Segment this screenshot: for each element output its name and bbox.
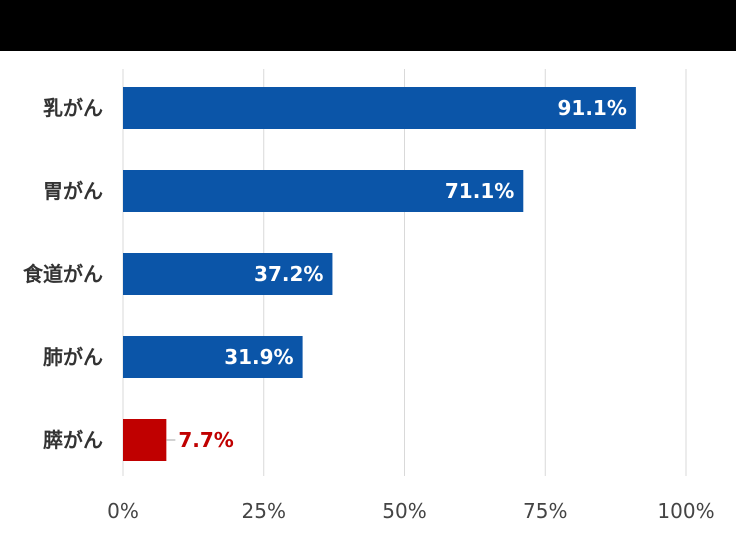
data-label-5: 7.7%	[178, 428, 233, 452]
data-label-4: 31.9%	[224, 345, 293, 369]
category-label-2: 胃がん	[43, 179, 103, 203]
category-label-3: 食道がん	[23, 262, 103, 286]
bar-5	[123, 419, 167, 461]
gridlines	[122, 69, 687, 476]
x-tick-label-100: 100%	[657, 499, 714, 523]
data-label-3: 37.2%	[254, 262, 323, 286]
data-labels: 91.1% 71.1% 37.2% 31.9% 7.7%	[166, 96, 627, 452]
x-tick-label-75: 75%	[523, 499, 567, 523]
bar-2	[123, 170, 524, 212]
chart-panel: 乳がん胃がん食道がん肺がん膵がん 0% 25% 50% 75% 100% 91.1% 71…	[0, 51, 736, 533]
x-tick-label-0: 0%	[107, 499, 139, 523]
category-label-4: 肺がん	[43, 345, 103, 369]
x-tick-label-50: 50%	[382, 499, 426, 523]
category-label-1: 乳がん	[43, 96, 103, 120]
x-tick-labels: 0% 25% 50% 75% 100%	[107, 499, 714, 523]
bar-1	[123, 87, 636, 129]
bar-4	[123, 336, 303, 378]
bars	[123, 87, 636, 461]
x-tick-label-25: 25%	[242, 499, 286, 523]
data-label-2: 71.1%	[445, 179, 514, 203]
data-label-1: 91.1%	[558, 96, 627, 120]
bar-3	[123, 253, 333, 295]
category-label-5: 膵がん	[43, 428, 103, 452]
